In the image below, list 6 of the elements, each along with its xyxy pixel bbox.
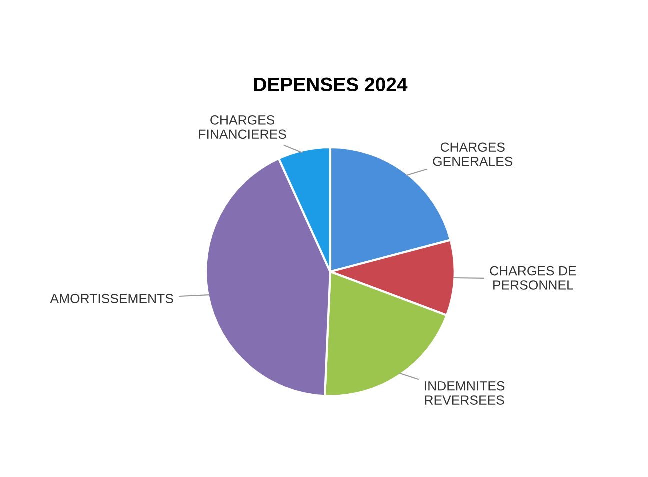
slice-label: CHARGES DE PERSONNEL (490, 266, 576, 290)
slice-label: AMORTISSEMENTS (50, 294, 174, 304)
slice-label: INDEMNITES REVERSEES (425, 381, 505, 405)
slice-label: CHARGES GENERALES (433, 142, 513, 166)
slice-label: CHARGES FINANCIERES (199, 116, 286, 140)
chart-title: DEPENSES 2024 (254, 78, 408, 92)
